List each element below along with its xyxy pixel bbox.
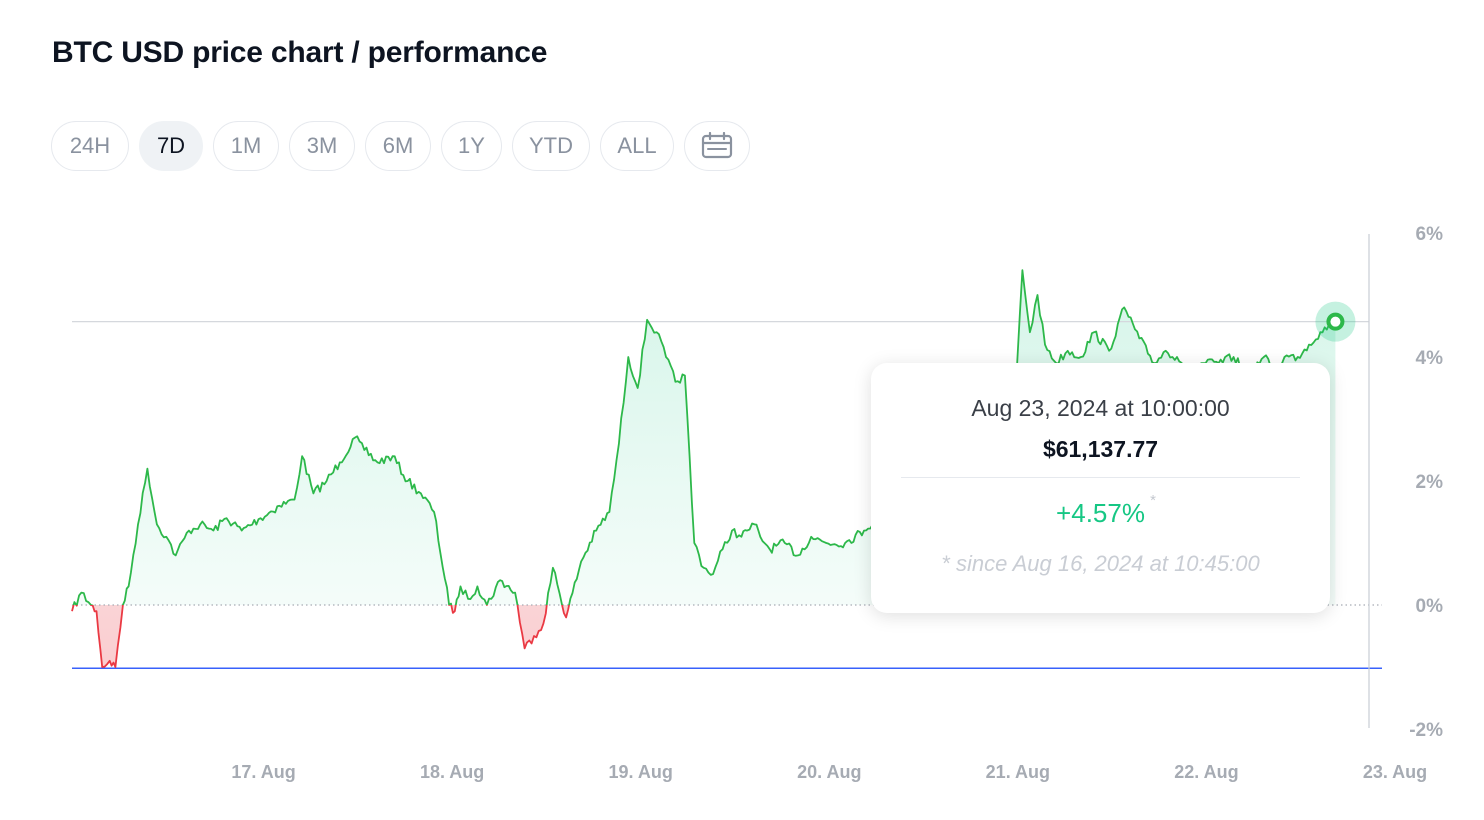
tooltip-price: $61,137.77 [1042,436,1159,462]
range-6m-button[interactable]: 6M [365,121,431,171]
y-tick-label: -2% [1409,720,1443,741]
tooltip-date: Aug 23, 2024 at 10:00:00 [971,395,1230,421]
tooltip-change: +4.57% * [1056,492,1156,529]
range-all-button[interactable]: ALL [600,121,674,171]
x-tick-label: 22. Aug [1174,762,1238,782]
x-tick-label: 17. Aug [231,762,295,782]
x-tick-label: 19. Aug [609,762,673,782]
y-tick-label: 4% [1416,348,1444,369]
calendar-icon [701,132,733,159]
range-24h-button[interactable]: 24H [51,121,129,171]
price-tooltip: Aug 23, 2024 at 10:00:00 $61,137.77 +4.5… [871,363,1330,613]
range-3m-button[interactable]: 3M [289,121,355,171]
range-7d-button[interactable]: 7D [139,121,203,171]
x-tick-label: 20. Aug [797,762,861,782]
y-tick-label: 6% [1416,224,1444,245]
range-1y-button[interactable]: 1Y [441,121,502,171]
current-point-marker [1326,312,1345,331]
y-tick-label: 2% [1416,472,1444,493]
range-ytd-button[interactable]: YTD [512,121,590,171]
page-title: BTC USD price chart / performance [52,36,548,69]
tooltip-since: * since Aug 16, 2024 at 10:45:00 [941,551,1260,576]
range-selector: 24H 7D 1M 3M 6M 1Y YTD ALL [51,121,750,171]
x-tick-label: 18. Aug [420,762,484,782]
y-tick-label: 0% [1416,596,1444,617]
tooltip-change-value: +4.57% [1056,498,1145,528]
series-line-positive [72,269,1336,605]
range-1m-button[interactable]: 1M [213,121,279,171]
x-tick-label: 21. Aug [986,762,1050,782]
tooltip-divider [901,477,1300,478]
x-tick-label: 23. Aug [1363,762,1427,782]
calendar-button[interactable] [684,121,750,171]
tooltip-change-marker: * [1150,492,1156,509]
